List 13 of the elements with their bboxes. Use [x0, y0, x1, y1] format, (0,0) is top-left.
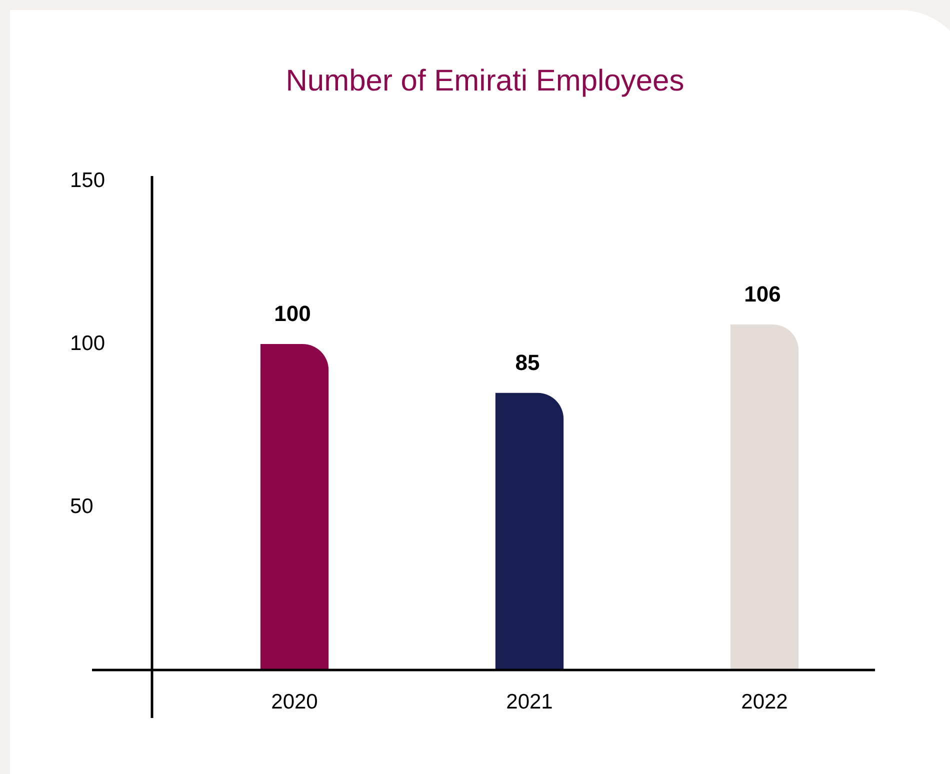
y-tick-label: 150 — [70, 168, 106, 192]
bar — [260, 344, 329, 670]
data-label: 100 — [274, 301, 311, 326]
chart-title: Number of Emirati Employees — [286, 64, 684, 98]
data-label: 85 — [515, 350, 540, 375]
x-tick-label: 2022 — [741, 690, 788, 714]
x-tick-label: 2021 — [506, 690, 553, 714]
bar — [495, 392, 564, 670]
data-label: 106 — [744, 282, 781, 307]
x-tick-label: 2020 — [271, 690, 318, 714]
y-tick-label: 100 — [70, 332, 106, 355]
bar — [730, 324, 799, 670]
y-tick-label: 50 — [70, 494, 94, 518]
